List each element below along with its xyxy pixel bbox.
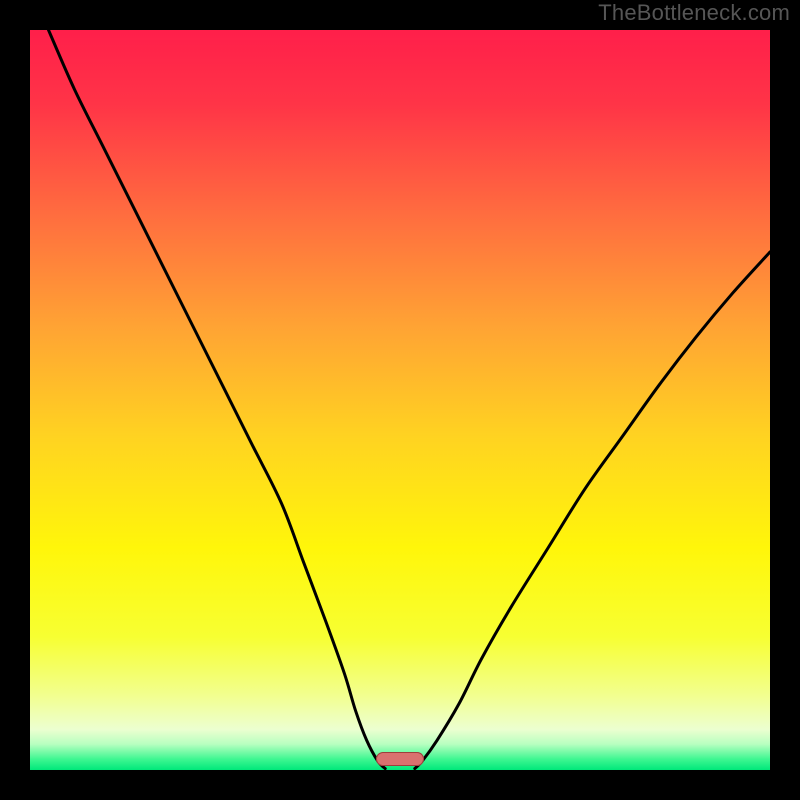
right-curve	[415, 252, 770, 769]
plot-area	[30, 30, 770, 770]
watermark-text: TheBottleneck.com	[598, 0, 790, 26]
valley-marker	[376, 752, 424, 766]
chart-root: TheBottleneck.com	[0, 0, 800, 800]
curves-svg	[30, 30, 770, 770]
left-curve	[49, 30, 386, 769]
